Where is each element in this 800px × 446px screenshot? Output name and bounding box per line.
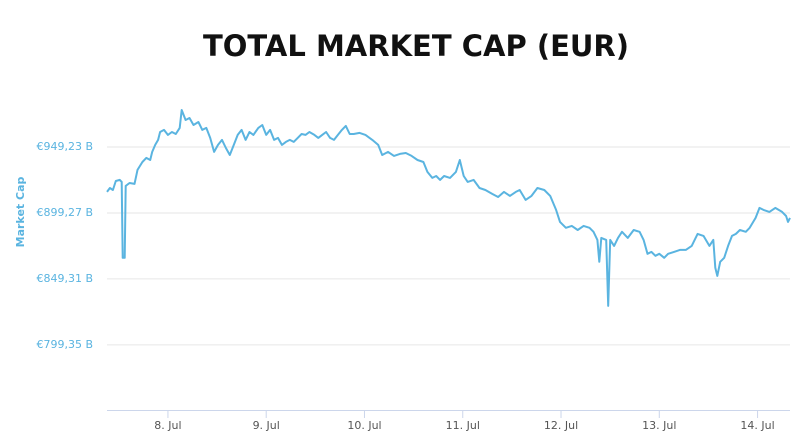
y-axis-label: Market Cap xyxy=(14,177,27,248)
y-tick-label: €949,23 B xyxy=(36,140,93,153)
x-tick-label: 12. Jul xyxy=(544,419,578,432)
x-tick-label: 11. Jul xyxy=(446,419,480,432)
y-tick-label: €899,27 B xyxy=(36,206,93,219)
chart-title: TOTAL MARKET CAP (EUR) xyxy=(203,29,629,63)
line-series xyxy=(106,109,791,307)
x-tick-label: 14. Jul xyxy=(740,419,774,432)
y-tick-label: €799,35 B xyxy=(36,338,93,351)
x-tick-label: 13. Jul xyxy=(642,419,676,432)
x-tick-label: 9. Jul xyxy=(253,419,280,432)
x-tick-label: 8. Jul xyxy=(154,419,181,432)
x-tick-label: 10. Jul xyxy=(347,419,381,432)
y-tick-label: €849,31 B xyxy=(36,272,93,285)
